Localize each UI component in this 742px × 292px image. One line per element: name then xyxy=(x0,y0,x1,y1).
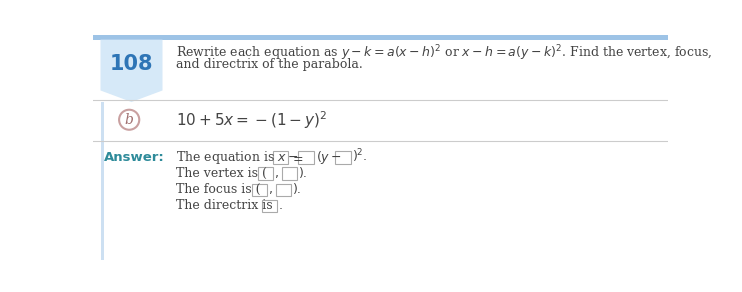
Text: The vertex is (: The vertex is ( xyxy=(177,167,267,180)
Text: ,: , xyxy=(275,167,279,180)
Text: Rewrite each equation as $y-k=a(x-h)^2$ or $x-h=a(y-k)^2$. Find the vertex, focu: Rewrite each equation as $y-k=a(x-h)^2$ … xyxy=(177,44,713,63)
FancyBboxPatch shape xyxy=(100,102,104,260)
FancyBboxPatch shape xyxy=(275,184,291,196)
Text: $=$: $=$ xyxy=(290,151,304,164)
Text: $)^2.$: $)^2.$ xyxy=(352,147,368,165)
FancyBboxPatch shape xyxy=(257,168,273,180)
FancyBboxPatch shape xyxy=(272,151,288,164)
FancyBboxPatch shape xyxy=(335,151,351,164)
Text: Answer:: Answer: xyxy=(104,151,164,164)
Text: ,: , xyxy=(269,183,272,196)
Polygon shape xyxy=(100,40,162,102)
Text: The equation is $x-$: The equation is $x-$ xyxy=(177,149,299,166)
Text: The focus is (: The focus is ( xyxy=(177,183,261,196)
FancyBboxPatch shape xyxy=(282,168,298,180)
Text: $(y-$: $(y-$ xyxy=(316,149,342,166)
Text: ).: ). xyxy=(292,183,301,196)
Circle shape xyxy=(119,110,139,130)
Text: and directrix of the parabola.: and directrix of the parabola. xyxy=(177,58,363,71)
FancyBboxPatch shape xyxy=(252,184,267,196)
FancyBboxPatch shape xyxy=(93,35,668,40)
FancyBboxPatch shape xyxy=(298,151,314,164)
Text: 108: 108 xyxy=(110,54,154,74)
FancyBboxPatch shape xyxy=(262,200,278,212)
Text: .: . xyxy=(279,199,283,213)
Text: ).: ). xyxy=(299,167,308,180)
Text: $10+5x=-(1-y)^2$: $10+5x=-(1-y)^2$ xyxy=(177,109,328,131)
Text: b: b xyxy=(125,113,134,127)
Text: The directrix is: The directrix is xyxy=(177,199,273,213)
